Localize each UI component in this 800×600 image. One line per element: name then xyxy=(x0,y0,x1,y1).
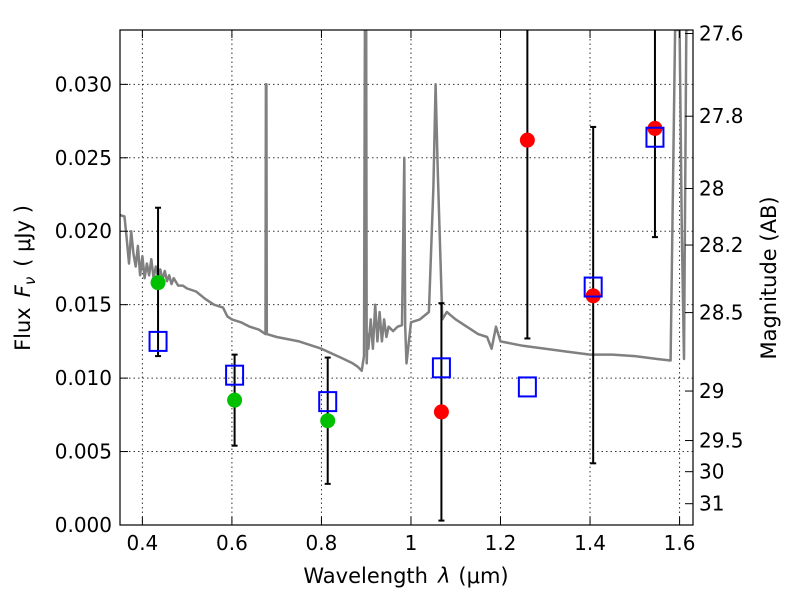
y2-tick-label: 29 xyxy=(699,379,724,403)
model-point xyxy=(645,126,665,148)
model-point xyxy=(517,376,537,398)
y2-tick-label: 28.5 xyxy=(699,301,744,325)
data-marks xyxy=(148,30,665,522)
y-tick-label: 0.000 xyxy=(55,513,112,537)
y2-axis-label: Magnitude (AB) xyxy=(757,196,781,359)
y-tick-label: 0.030 xyxy=(55,72,112,96)
x-tick-label: 1.6 xyxy=(664,531,696,555)
x-tick-label: 0.4 xyxy=(126,531,158,555)
y-tick-label: 0.025 xyxy=(55,146,112,170)
y2-tick-label: 30 xyxy=(699,460,724,484)
x-axis-label: Wavelength λ (μm) xyxy=(303,564,508,588)
x-tick-label: 0.8 xyxy=(306,531,338,555)
observed-point xyxy=(320,413,336,429)
y2-tick-label: 29.5 xyxy=(699,429,744,453)
y2-tick-label: 27.8 xyxy=(699,104,744,128)
model-point xyxy=(318,391,338,413)
grid-lines xyxy=(120,30,693,526)
y2-tick-label: 31 xyxy=(699,492,724,516)
observed-point xyxy=(433,404,449,420)
x-tick-label: 0.6 xyxy=(216,531,248,555)
plot-frame xyxy=(119,29,694,526)
x-tick-label: 1.4 xyxy=(574,531,606,555)
model-point xyxy=(431,357,451,379)
y-tick-label: 0.010 xyxy=(55,366,112,390)
model-point xyxy=(225,364,245,386)
y-tick-label: 0.020 xyxy=(55,219,112,243)
y2-tick-label: 28.2 xyxy=(699,233,744,257)
axis-ticks: 0.4 0.6 0.8 1 1.2 1.4 1.6 0.000 0.005 0.010 0.015 0… xyxy=(55,22,744,555)
model-spectrum-line xyxy=(120,30,689,373)
y-tick-label: 0.015 xyxy=(55,293,112,317)
observed-point xyxy=(150,275,166,291)
y-axis-label: FluxFν( μJy ) xyxy=(11,205,39,351)
y2-tick-label: 28 xyxy=(699,176,724,200)
observed-point xyxy=(519,132,535,148)
model-point xyxy=(148,330,168,352)
y-tick-label: 0.005 xyxy=(55,440,112,464)
x-tick-label: 1.2 xyxy=(485,531,517,555)
y2-tick-label: 27.6 xyxy=(699,22,744,46)
model-point xyxy=(583,276,603,298)
observed-point xyxy=(227,392,243,408)
x-tick-label: 1 xyxy=(405,531,418,555)
